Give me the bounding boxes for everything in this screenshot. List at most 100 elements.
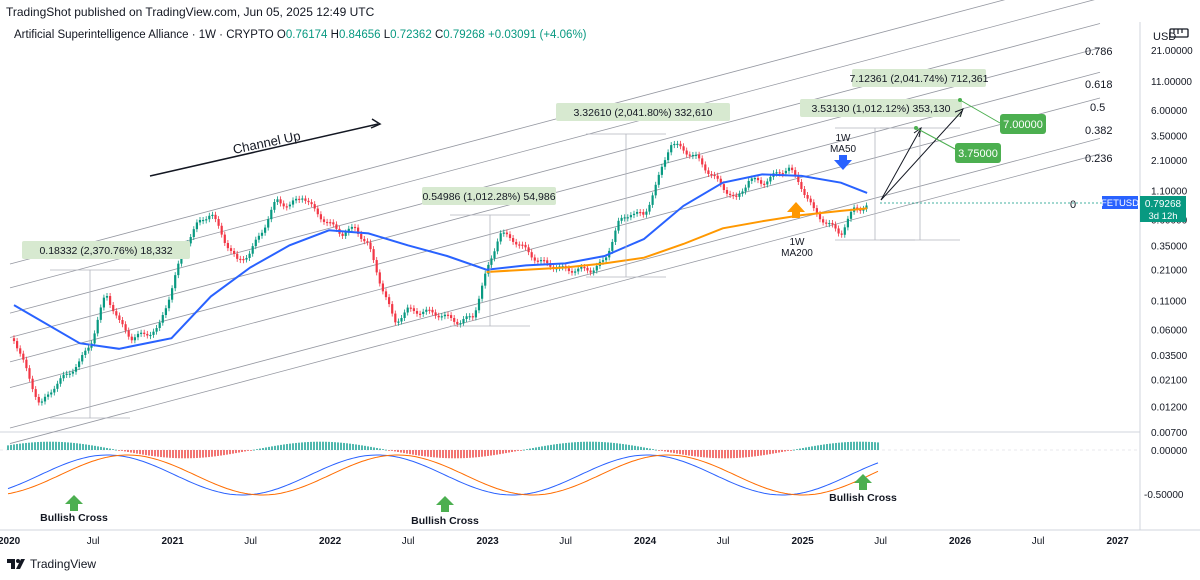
candle xyxy=(434,312,437,316)
candle xyxy=(167,299,171,309)
macd-histogram-bar xyxy=(37,442,39,450)
macd-histogram-bar xyxy=(802,447,804,450)
macd-histogram-bar xyxy=(385,449,387,451)
candle xyxy=(264,227,267,233)
candle xyxy=(515,241,518,245)
macd-histogram-bar xyxy=(478,450,480,458)
time-axis-tick: 2024 xyxy=(634,536,657,547)
candle xyxy=(335,224,338,229)
target-connector xyxy=(959,99,1001,124)
macd-histogram-bar xyxy=(658,450,660,451)
candle xyxy=(406,307,409,313)
ma50-label-line2: MA50 xyxy=(830,144,857,155)
candle xyxy=(270,209,273,220)
candle xyxy=(453,318,456,322)
macd-histogram-bar xyxy=(589,441,591,450)
macd-histogram-bar xyxy=(496,450,498,455)
price-axis-tick: 0.00700 xyxy=(1151,428,1188,439)
candle xyxy=(273,201,276,210)
candle xyxy=(586,267,589,271)
candle xyxy=(502,232,505,234)
macd-histogram-bar xyxy=(313,441,315,450)
macd-histogram-bar xyxy=(289,443,291,450)
macd-histogram-bar xyxy=(301,442,303,450)
price-axis-tick: 21.00000 xyxy=(1151,46,1193,57)
macd-histogram-bar xyxy=(193,450,195,459)
macd-histogram-bar xyxy=(256,449,258,450)
macd-histogram-bar xyxy=(544,445,546,450)
macd-histogram-bar xyxy=(283,444,285,450)
macd-histogram-bar xyxy=(823,444,825,450)
ruler-icon[interactable] xyxy=(1168,24,1190,42)
fib-level-label: 0.618 xyxy=(1085,79,1113,91)
candle xyxy=(490,258,493,265)
macd-histogram-bar xyxy=(694,450,696,457)
macd-histogram-bar xyxy=(718,450,720,459)
candle xyxy=(19,348,22,354)
macd-histogram-bar xyxy=(187,450,189,459)
macd-histogram-bar xyxy=(259,448,261,450)
candle xyxy=(329,222,332,224)
candle xyxy=(155,328,158,332)
candle xyxy=(601,260,605,262)
macd-histogram-bar xyxy=(772,450,774,454)
macd-histogram-bar xyxy=(268,446,270,450)
high-value: 0.84656 xyxy=(338,29,381,41)
candle xyxy=(865,205,868,209)
macd-histogram-bar xyxy=(739,450,741,458)
macd-histogram-bar xyxy=(520,450,522,451)
macd-histogram-bar xyxy=(766,450,768,455)
macd-histogram-bar xyxy=(712,450,714,458)
macd-histogram-bar xyxy=(811,446,813,450)
candle xyxy=(34,389,37,397)
macd-histogram-bar xyxy=(454,450,456,459)
price-tag-bg xyxy=(1140,196,1186,222)
macd-histogram-bar xyxy=(55,441,57,450)
macd-histogram-bar xyxy=(487,450,489,456)
candle xyxy=(112,304,115,312)
macd-histogram-bar xyxy=(286,444,288,450)
candle xyxy=(722,184,725,191)
ticker-tag-bg xyxy=(1102,196,1138,209)
macd-histogram-bar xyxy=(16,444,18,450)
macd-histogram-bar xyxy=(583,441,585,450)
candle xyxy=(158,322,161,329)
macd-histogram-bar xyxy=(688,450,690,456)
candle xyxy=(567,268,570,272)
macd-histogram-bar xyxy=(154,450,156,457)
candle xyxy=(419,313,422,315)
candle xyxy=(778,172,781,174)
macd-histogram-bar xyxy=(607,442,609,450)
macd-histogram-bar xyxy=(13,444,15,450)
price-axis-tick: 6.00000 xyxy=(1151,106,1188,117)
fib-level-label: 0.382 xyxy=(1085,125,1113,137)
macd-histogram-bar xyxy=(436,450,438,458)
candle xyxy=(394,313,397,323)
candle xyxy=(446,314,450,316)
candle xyxy=(636,211,639,214)
macd-histogram-bar xyxy=(790,450,792,451)
macd-histogram-bar xyxy=(172,450,174,458)
candle xyxy=(47,394,50,397)
macd-histogram-bar xyxy=(673,450,675,454)
candle xyxy=(397,321,400,323)
candle xyxy=(443,314,446,317)
candle xyxy=(809,198,812,203)
candle xyxy=(465,316,468,319)
macd-histogram-bar xyxy=(349,443,351,450)
tradingview-brand: TradingView xyxy=(30,557,97,571)
candle xyxy=(223,234,226,243)
candle xyxy=(12,338,16,342)
candle xyxy=(177,263,180,276)
macd-histogram-bar xyxy=(841,442,843,450)
candle xyxy=(812,202,815,209)
macd-histogram-bar xyxy=(610,442,612,450)
candle xyxy=(366,241,369,243)
macd-histogram-bar xyxy=(316,441,318,450)
candle xyxy=(784,170,787,174)
macd-histogram-bar xyxy=(523,449,525,451)
candle xyxy=(685,150,688,155)
macd-histogram-bar xyxy=(52,441,54,450)
macd-histogram-bar xyxy=(484,450,486,457)
